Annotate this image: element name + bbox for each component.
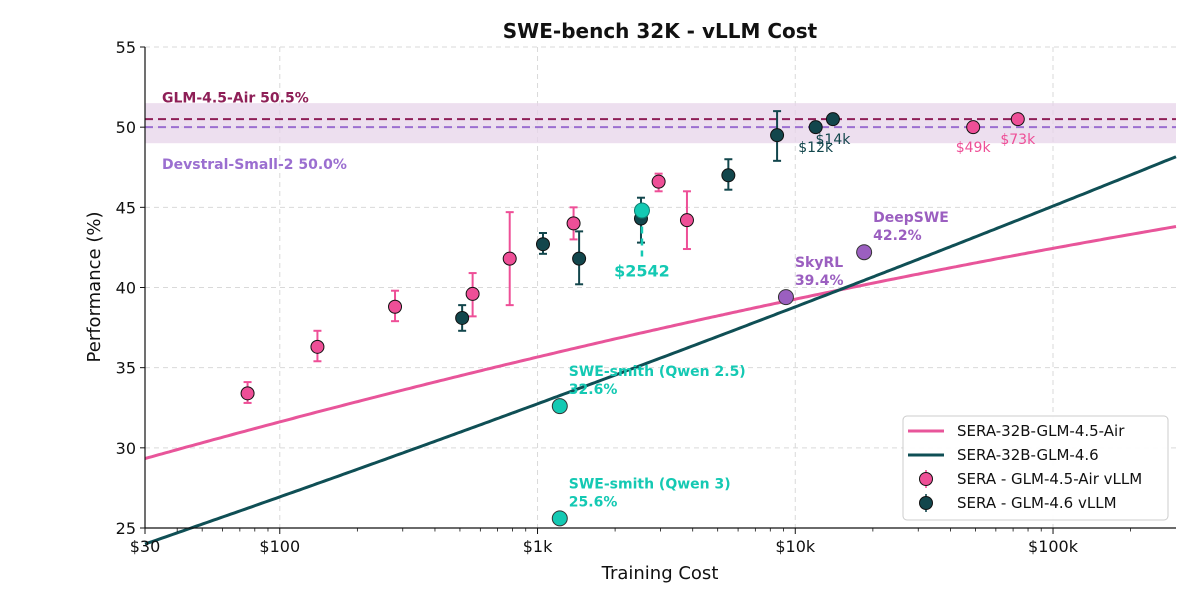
y-tick-label: 45 xyxy=(116,198,136,217)
point-sera-glm-4-5-air-vllm xyxy=(1010,112,1025,127)
fit-curves-layer xyxy=(144,155,1177,546)
x-tick-label: $100 xyxy=(259,537,300,556)
baseline-name-swe-smith-qwen-2-5: SWE-smith (Qwen 2.5) xyxy=(569,364,746,380)
legend-swatch-sera-glm-4-5-air-vllm xyxy=(919,472,933,486)
baseline-point-swe-smith-qwen-2-5 xyxy=(551,398,568,415)
legend-label-sera-32b-glm-4-5-air: SERA-32B-GLM-4.5-Air xyxy=(957,422,1125,440)
x-tick-label: $1k xyxy=(523,537,553,556)
y-tick-label: 35 xyxy=(116,359,136,378)
fit-curve-sera-32b-glm-4-5-air xyxy=(144,225,1177,461)
highlight-label: $2542 xyxy=(614,262,670,281)
reference-label-glm-4-5-air-50-5: GLM-4.5-Air 50.5% xyxy=(162,91,309,107)
baseline-point-skyrl xyxy=(777,289,794,306)
baseline-value-deepswe: 42.2% xyxy=(873,228,922,244)
y-tick-label: 55 xyxy=(116,38,136,57)
baseline-value-swe-smith-qwen-3: 25.6% xyxy=(569,494,618,510)
reference-band-layer xyxy=(145,103,1176,144)
legend-swatch-sera-glm-4-6-vllm xyxy=(919,496,933,510)
cost-annotation: $12k xyxy=(798,140,834,156)
highlight-point xyxy=(633,202,650,219)
y-tick-label: 25 xyxy=(116,519,136,538)
baseline-value-swe-smith-qwen-2-5: 32.6% xyxy=(569,382,618,398)
axes-layer: 25 30 35 40 45 50 55 $30 $100 $1k $10k $100k xyxy=(116,38,1176,556)
reference-label-devstral-small-2-50-0: Devstral-Small-2 50.0% xyxy=(162,157,347,173)
fit-curve-sera-32b-glm-4-6 xyxy=(144,155,1177,546)
point-sera-glm-4-5-air-vllm xyxy=(240,386,255,401)
point-sera-glm-4-5-air-vllm xyxy=(388,299,403,314)
point-sera-glm-4-5-air-vllm xyxy=(310,339,325,354)
point-sera-glm-4-5-air-vllm xyxy=(651,174,666,189)
baseline-point-deepswe xyxy=(856,244,873,261)
baseline-name-skyrl: SkyRL xyxy=(795,255,843,271)
point-sera-glm-4-5-air-vllm xyxy=(465,286,480,301)
point-sera-glm-4-5-air-vllm xyxy=(679,213,694,228)
legend-label-sera-glm-4-5-air-vllm: SERA - GLM-4.5-Air vLLM xyxy=(957,470,1142,488)
point-sera-glm-4-6-vllm xyxy=(535,237,550,252)
x-tick-label: $30 xyxy=(130,537,161,556)
y-tick-label: 30 xyxy=(116,439,136,458)
y-tick-label: 40 xyxy=(116,279,136,298)
chart-title: SWE-bench 32K - vLLM Cost xyxy=(503,19,818,43)
point-sera-glm-4-5-air-vllm xyxy=(966,120,981,135)
cost-annotation: $73k xyxy=(1000,132,1036,148)
legend: SERA-32B-GLM-4.5-Air SERA-32B-GLM-4.6 SERA… xyxy=(902,415,1169,521)
point-sera-glm-4-5-air-vllm xyxy=(502,251,517,266)
point-sera-glm-4-6-vllm xyxy=(808,120,823,135)
x-axis-title: Training Cost xyxy=(601,563,719,584)
y-tick-label: 50 xyxy=(116,118,136,137)
legend-label-sera-32b-glm-4-6: SERA-32B-GLM-4.6 xyxy=(957,446,1099,464)
baseline-name-swe-smith-qwen-3: SWE-smith (Qwen 3) xyxy=(569,476,731,492)
baseline-name-deepswe: DeepSWE xyxy=(873,210,949,226)
cost-annotation: $14k xyxy=(816,132,852,148)
reference-band xyxy=(145,103,1176,144)
point-sera-glm-4-6-vllm xyxy=(721,168,736,183)
baseline-value-skyrl: 39.4% xyxy=(795,273,844,289)
point-sera-glm-4-6-vllm xyxy=(825,112,840,127)
legend-box xyxy=(902,415,1169,521)
point-sera-glm-4-5-air-vllm xyxy=(566,216,581,231)
data-points-layer xyxy=(240,110,1025,527)
point-sera-glm-4-6-vllm xyxy=(572,251,587,266)
x-tick-label: $100k xyxy=(1028,537,1079,556)
x-tick-label: $10k xyxy=(775,537,816,556)
annotation-layer: GLM-4.5-Air 50.5% Devstral-Small-2 50.0% $… xyxy=(162,91,1036,511)
point-sera-glm-4-6-vllm xyxy=(770,128,785,143)
baseline-point-swe-smith-qwen-3 xyxy=(551,510,568,527)
legend-label-sera-glm-4-6-vllm: SERA - GLM-4.6 vLLM xyxy=(957,494,1117,512)
cost-annotation: $49k xyxy=(956,140,992,156)
point-sera-glm-4-6-vllm xyxy=(455,310,470,325)
y-axis-title: Performance (%) xyxy=(84,212,105,363)
